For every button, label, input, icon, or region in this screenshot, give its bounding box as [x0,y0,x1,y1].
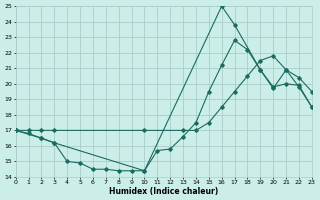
X-axis label: Humidex (Indice chaleur): Humidex (Indice chaleur) [109,187,218,196]
